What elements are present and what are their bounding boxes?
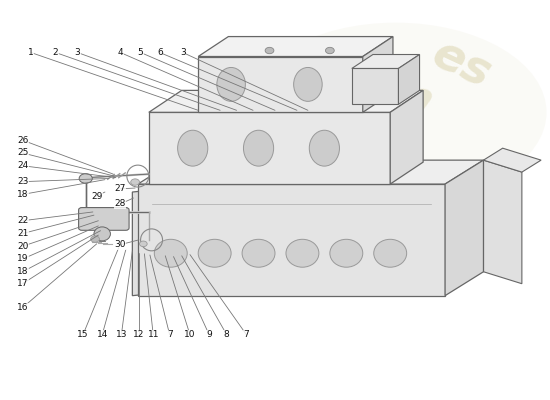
Polygon shape <box>363 36 393 112</box>
Text: 27: 27 <box>114 184 126 193</box>
Polygon shape <box>483 160 522 284</box>
Ellipse shape <box>242 239 275 267</box>
Text: 8: 8 <box>224 330 229 339</box>
Polygon shape <box>390 90 423 184</box>
Text: 17: 17 <box>17 279 29 288</box>
Text: 3: 3 <box>75 48 80 57</box>
Text: 25: 25 <box>17 148 29 158</box>
Ellipse shape <box>244 130 274 166</box>
Polygon shape <box>138 160 483 184</box>
Text: 11: 11 <box>147 330 159 339</box>
Text: 18: 18 <box>17 267 29 276</box>
Text: 15: 15 <box>77 330 89 339</box>
Text: 24: 24 <box>17 161 28 170</box>
Text: 5: 5 <box>138 48 144 57</box>
Polygon shape <box>398 54 420 104</box>
Text: 3: 3 <box>180 48 186 57</box>
Text: 18: 18 <box>17 190 29 199</box>
Ellipse shape <box>178 130 208 166</box>
Ellipse shape <box>330 239 363 267</box>
Ellipse shape <box>155 239 187 267</box>
Circle shape <box>79 174 92 183</box>
Circle shape <box>91 236 100 242</box>
Text: 16: 16 <box>17 303 29 312</box>
Ellipse shape <box>245 23 547 202</box>
Polygon shape <box>133 172 330 296</box>
Circle shape <box>326 47 334 54</box>
Polygon shape <box>352 68 398 104</box>
Text: 1: 1 <box>28 48 34 57</box>
Text: 26: 26 <box>17 136 29 145</box>
Polygon shape <box>149 112 390 184</box>
Ellipse shape <box>217 68 245 101</box>
Text: 2: 2 <box>53 48 58 57</box>
Ellipse shape <box>309 130 339 166</box>
FancyBboxPatch shape <box>79 208 129 230</box>
Polygon shape <box>352 54 420 68</box>
Polygon shape <box>483 148 541 172</box>
Polygon shape <box>198 36 393 56</box>
Text: 22: 22 <box>17 216 28 225</box>
Text: 7: 7 <box>167 330 173 339</box>
Ellipse shape <box>94 227 111 241</box>
Circle shape <box>265 47 274 54</box>
Ellipse shape <box>198 239 231 267</box>
Text: es: es <box>425 31 498 98</box>
Text: 21: 21 <box>17 229 29 238</box>
Text: a passion since 1985: a passion since 1985 <box>330 145 461 215</box>
Text: 28: 28 <box>114 200 126 208</box>
Text: 9: 9 <box>206 330 212 339</box>
Polygon shape <box>198 56 363 112</box>
Text: 4: 4 <box>118 48 123 57</box>
Polygon shape <box>138 184 445 296</box>
Text: 23: 23 <box>17 177 29 186</box>
Text: 29: 29 <box>91 192 102 200</box>
Text: 7: 7 <box>244 330 249 339</box>
Text: 19: 19 <box>17 254 29 264</box>
Text: 14: 14 <box>96 330 108 339</box>
Text: 10: 10 <box>184 330 196 339</box>
Circle shape <box>140 241 147 247</box>
Text: 30: 30 <box>114 240 126 249</box>
Polygon shape <box>149 90 423 112</box>
Ellipse shape <box>286 239 319 267</box>
Text: 12: 12 <box>133 330 145 339</box>
Circle shape <box>131 179 140 185</box>
Text: Gen: Gen <box>276 72 383 152</box>
Text: 6: 6 <box>157 48 163 57</box>
Ellipse shape <box>294 68 322 101</box>
Text: uin: uin <box>351 52 441 124</box>
Text: 20: 20 <box>17 242 29 251</box>
Polygon shape <box>445 160 483 296</box>
Ellipse shape <box>374 239 406 267</box>
Text: 13: 13 <box>116 330 127 339</box>
